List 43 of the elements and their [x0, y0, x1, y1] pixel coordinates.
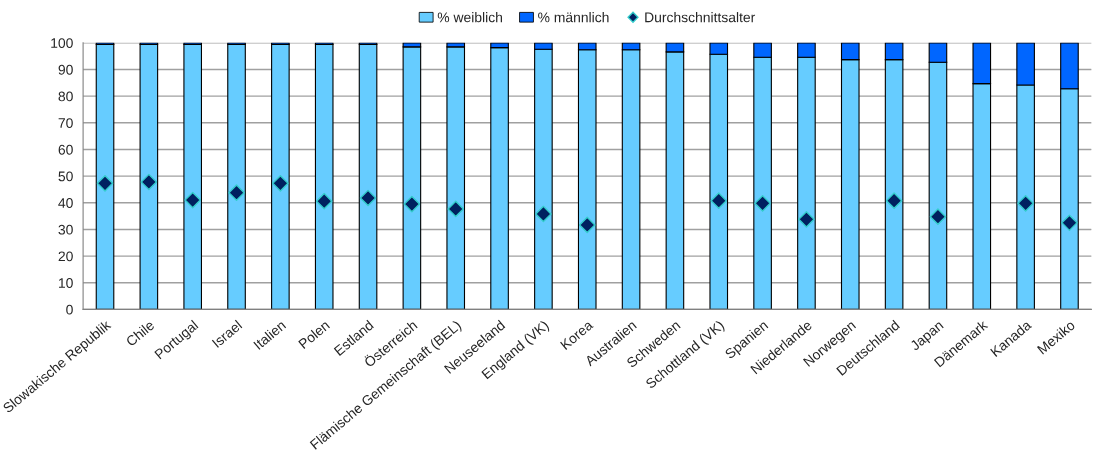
y-tick-label: 60 — [58, 144, 73, 155]
bar — [358, 43, 378, 310]
legend-label: % männlich — [538, 12, 609, 23]
y-tick-label: 80 — [58, 91, 73, 102]
x-tick-label: Chile — [125, 319, 155, 347]
point — [140, 173, 158, 191]
y-tick-label: 30 — [58, 224, 73, 235]
point — [228, 184, 245, 201]
point — [1061, 214, 1078, 232]
point — [754, 195, 771, 212]
bar — [183, 43, 203, 310]
y-tick-label: 10 — [58, 278, 73, 288]
y-tick-label: 0 — [66, 304, 73, 315]
point — [315, 192, 333, 210]
y-tick-label: 90 — [58, 64, 73, 75]
point — [403, 195, 421, 213]
legend-label: Durchschnittsalter — [645, 12, 756, 23]
y-tick-label: 50 — [58, 171, 73, 182]
point — [798, 211, 815, 228]
bar — [446, 46, 466, 310]
y-tick-label: 100 — [51, 38, 73, 49]
point — [578, 216, 596, 234]
point — [535, 205, 552, 223]
point — [1017, 195, 1034, 212]
y-tick-label: 70 — [58, 118, 73, 128]
bar — [139, 43, 159, 310]
point — [885, 192, 903, 209]
y-tick-label: 20 — [58, 251, 73, 262]
y-tick-label: 40 — [58, 198, 73, 208]
point — [359, 189, 377, 207]
bar — [95, 43, 115, 310]
point — [447, 200, 465, 218]
bar — [402, 46, 422, 310]
point — [710, 192, 728, 209]
bar — [314, 43, 334, 310]
bar — [490, 47, 509, 310]
bar — [271, 43, 290, 310]
legend-label: % weiblich — [437, 12, 502, 23]
point — [184, 191, 201, 209]
bar — [227, 43, 246, 310]
point — [96, 175, 114, 192]
point — [272, 175, 289, 192]
point — [929, 208, 947, 225]
